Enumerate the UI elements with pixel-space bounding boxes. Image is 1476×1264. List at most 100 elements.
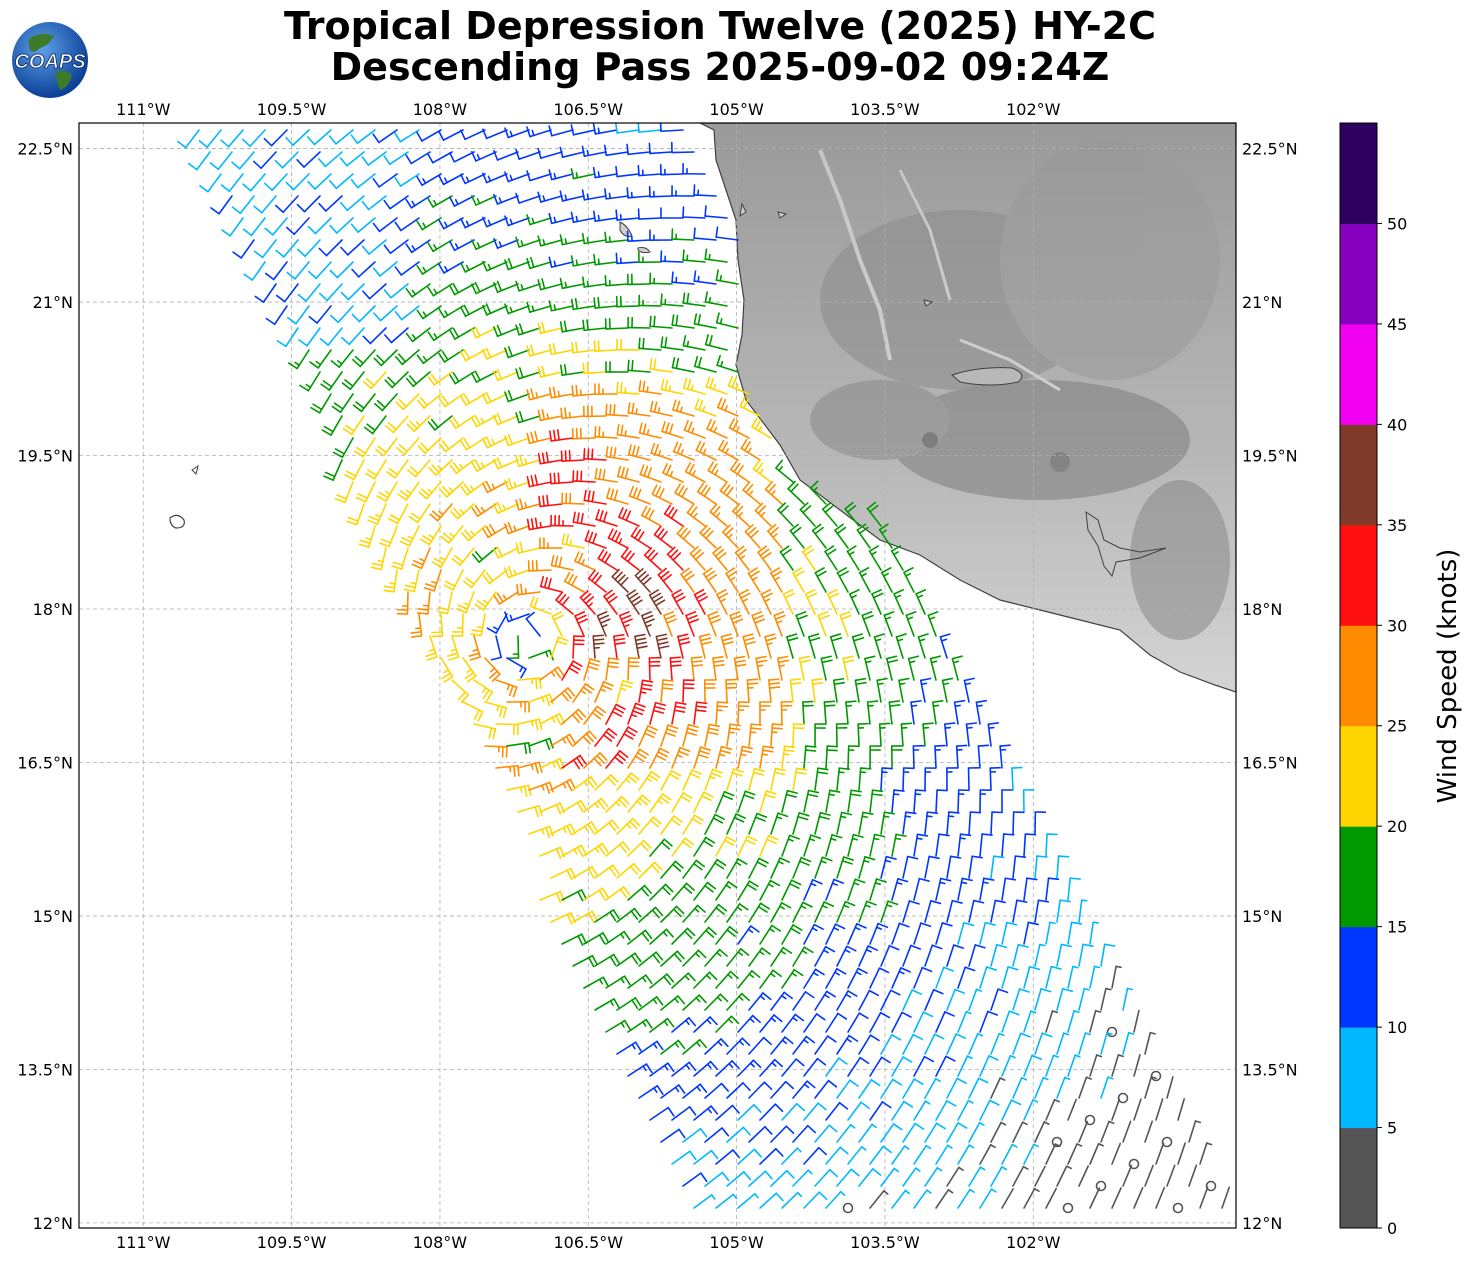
barb-feather — [560, 692, 569, 702]
barb-feather — [806, 592, 818, 599]
wind-barb — [1001, 789, 1013, 813]
barb-feather — [637, 531, 645, 542]
barb-feather — [728, 925, 739, 934]
wind-barb — [836, 990, 858, 1011]
barb-staff — [627, 151, 651, 156]
barb-feather — [845, 700, 857, 703]
wind-barb — [825, 789, 841, 813]
barb-feather — [307, 180, 316, 190]
colorbar-tick-label: 45 — [1387, 315, 1407, 334]
wind-barb — [627, 402, 651, 417]
barb-staff — [1012, 943, 1020, 967]
wind-barb — [1067, 1143, 1083, 1165]
barb-feather — [1127, 1031, 1135, 1035]
barb-feather — [695, 997, 701, 1003]
barb-feather — [681, 487, 688, 498]
wind-barb — [924, 944, 943, 967]
barb-staff — [968, 1077, 980, 1099]
barb-feather — [685, 882, 695, 891]
barb-feather — [562, 737, 567, 744]
barb-staff — [825, 1012, 839, 1033]
barb-feather — [598, 614, 610, 621]
barb-staff — [525, 617, 541, 637]
barb-feather — [789, 523, 799, 532]
barb-feather — [530, 518, 535, 530]
wind-barb — [935, 1144, 953, 1165]
wind-barb — [825, 745, 839, 769]
barb-feather — [821, 501, 832, 511]
lon-tick-label-top: 105°W — [709, 100, 764, 119]
barb-staff — [1034, 943, 1041, 967]
wind-barb — [626, 273, 651, 286]
barb-staff — [770, 1125, 788, 1143]
barb-feather — [716, 705, 729, 708]
barb-feather — [407, 535, 414, 540]
barb-feather — [959, 833, 972, 837]
barb-feather — [641, 683, 653, 687]
barb-feather — [591, 491, 595, 503]
barb-staff — [935, 789, 938, 813]
barb-feather — [395, 356, 404, 366]
wind-barb — [660, 950, 685, 967]
barb-staff — [935, 922, 944, 945]
wind-barb — [616, 381, 640, 395]
barb-feather — [545, 695, 551, 707]
barb-feather — [530, 344, 535, 356]
barb-feather — [679, 406, 683, 413]
barb-staff — [968, 855, 974, 879]
barb-feather — [586, 193, 590, 200]
barb-feather — [642, 577, 652, 586]
barb-feather — [493, 238, 499, 249]
barb-feather — [362, 290, 371, 300]
wind-barb — [977, 744, 990, 769]
barb-feather — [1065, 1165, 1072, 1170]
barb-feather — [569, 539, 573, 547]
barb-feather — [641, 611, 652, 617]
barb-feather — [681, 840, 692, 849]
barb-feather — [485, 572, 494, 582]
barb-feather — [427, 153, 434, 164]
barb-feather — [691, 660, 703, 663]
barb-feather — [958, 1166, 964, 1171]
barb-feather — [811, 927, 818, 932]
barb-staff — [240, 239, 255, 259]
barb-feather — [407, 469, 417, 478]
barb-feather — [708, 614, 720, 621]
barb-feather — [630, 910, 639, 920]
wind-barb — [869, 1101, 892, 1121]
barb-feather — [817, 1146, 827, 1156]
barb-feather — [687, 421, 693, 433]
barb-feather — [737, 548, 747, 557]
wind-barb — [649, 1017, 675, 1033]
barb-feather — [709, 1016, 718, 1026]
barb-feather — [438, 510, 444, 516]
barb-feather — [635, 408, 638, 415]
barb-feather — [520, 240, 524, 247]
barb-feather — [956, 1077, 967, 1084]
barb-feather — [790, 927, 801, 935]
barb-feather — [307, 270, 317, 280]
wind-barb — [777, 502, 794, 527]
barb-feather — [634, 568, 644, 577]
barb-feather — [903, 1100, 914, 1108]
barb-feather — [474, 370, 481, 381]
wind-barb — [902, 855, 919, 879]
barb-staff — [990, 1121, 1002, 1143]
barb-feather — [592, 123, 597, 135]
barb-feather — [838, 771, 845, 774]
barb-feather — [448, 656, 460, 661]
wind-barb — [737, 1059, 762, 1077]
barb-staff — [1100, 1076, 1109, 1099]
barb-feather — [638, 337, 641, 350]
barb-feather — [542, 495, 545, 507]
barb-staff — [990, 855, 995, 879]
barb-feather — [519, 498, 524, 510]
barb-feather — [627, 444, 632, 456]
wind-barb — [210, 195, 233, 215]
barb-feather — [519, 541, 524, 553]
wind-barb — [770, 1080, 794, 1099]
wind-barb — [620, 547, 640, 571]
wind-barb — [682, 949, 707, 967]
barb-feather — [655, 996, 664, 1006]
barb-feather — [691, 470, 696, 477]
